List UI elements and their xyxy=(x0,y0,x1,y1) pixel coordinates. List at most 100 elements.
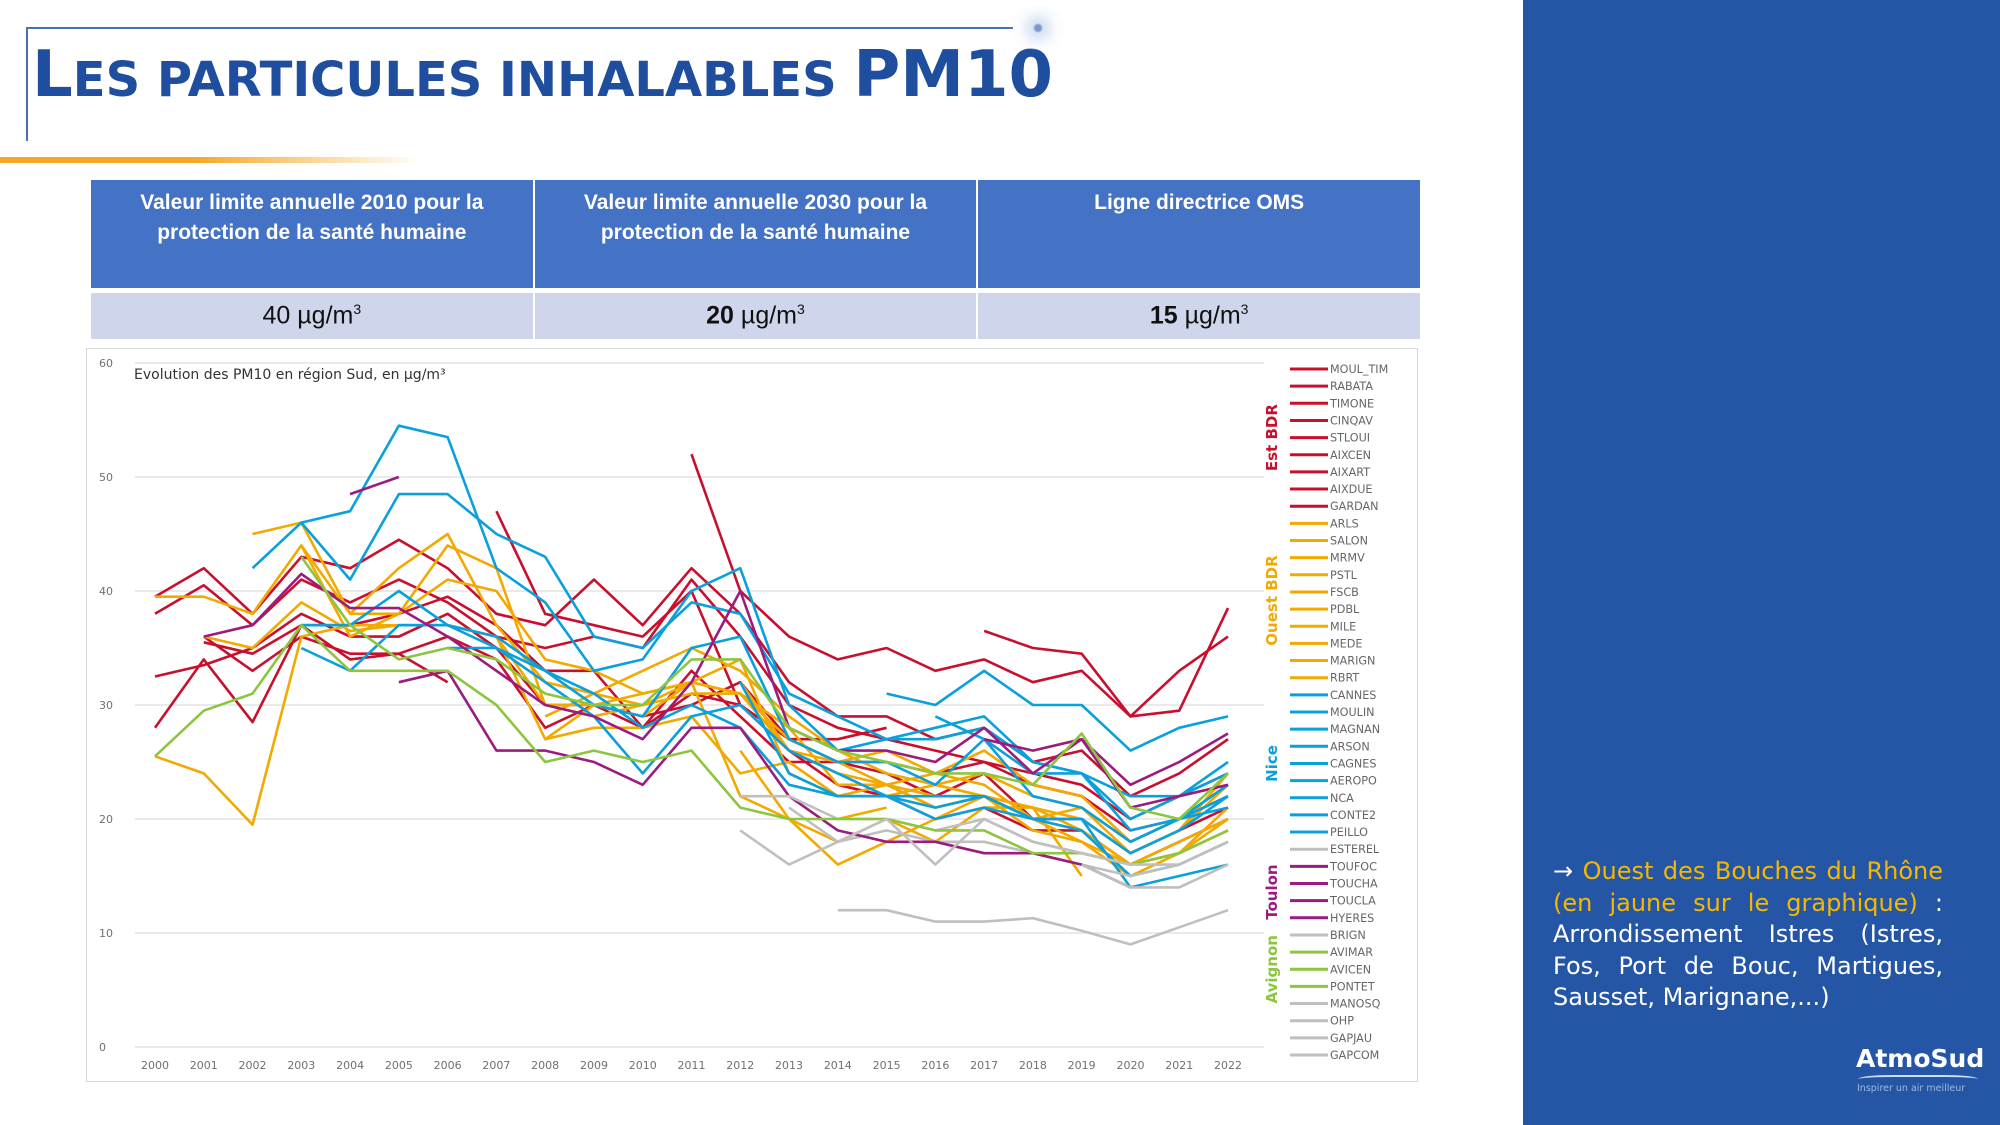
limit-header-2010: Valeur limite annuelle 2010 pour la prot… xyxy=(91,180,533,293)
x-tick-label: 2014 xyxy=(824,1059,852,1072)
limit-value-2010: 40 µg/m3 xyxy=(91,293,533,339)
series-line-fscb xyxy=(300,544,1229,855)
y-tick-label: 0 xyxy=(99,1041,106,1054)
legend-label: AVIMAR xyxy=(1330,946,1373,959)
value-unit: µg/m xyxy=(1177,301,1241,330)
legend-label: AIXCEN xyxy=(1330,449,1371,462)
x-tick-label: 2019 xyxy=(1068,1059,1096,1072)
legend-label: AIXART xyxy=(1330,466,1370,479)
decorative-dot-icon xyxy=(1010,6,1066,50)
legend-label: TIMONE xyxy=(1329,397,1374,410)
value-unit: µg/m xyxy=(290,301,354,330)
x-tick-label: 2007 xyxy=(482,1059,510,1072)
legend-label: RABATA xyxy=(1330,380,1373,393)
x-tick-label: 2015 xyxy=(873,1059,901,1072)
side-panel xyxy=(1523,0,2000,1125)
limit-header-2030: Valeur limite annuelle 2030 pour la prot… xyxy=(534,180,977,293)
legend-label: AEROPO xyxy=(1330,775,1377,788)
series-line-cinqav xyxy=(154,578,1229,821)
x-tick-label: 2009 xyxy=(580,1059,608,1072)
legend-label: PONTET xyxy=(1330,980,1375,993)
legend-label: CAGNES xyxy=(1330,757,1376,770)
legend-label: PSTL xyxy=(1330,569,1358,582)
x-tick-label: 2013 xyxy=(775,1059,803,1072)
y-tick-label: 40 xyxy=(99,585,113,598)
legend-label: MANOSQ xyxy=(1330,998,1381,1011)
series-line-moul_tim xyxy=(983,607,1230,718)
title-smallcaps: ES PARTICULES INHALABLES xyxy=(72,52,854,108)
x-tick-label: 2012 xyxy=(726,1059,754,1072)
legend-group-label: Toulon xyxy=(1263,864,1281,919)
legend-label: NCA xyxy=(1330,792,1354,805)
x-tick-label: 2003 xyxy=(287,1059,315,1072)
legend-group-label: Nice xyxy=(1263,745,1281,782)
x-tick-label: 2008 xyxy=(531,1059,559,1072)
logo-wave-icon xyxy=(1858,1075,1978,1083)
legend-label: MEDE xyxy=(1330,637,1362,650)
legend-label: STLOUI xyxy=(1330,432,1370,445)
x-tick-label: 2021 xyxy=(1165,1059,1193,1072)
y-tick-label: 20 xyxy=(99,813,113,826)
x-tick-label: 2016 xyxy=(921,1059,949,1072)
chart-container: 0 10 20 30 40 50 60 2000 2001 2002 2003 2004 2005 200… xyxy=(86,348,1418,1082)
x-tick-label: 2018 xyxy=(1019,1059,1047,1072)
limit-value-2030: 20 µg/m3 xyxy=(534,293,977,339)
y-tick-label: 10 xyxy=(99,927,113,940)
x-tick-label: 2017 xyxy=(970,1059,998,1072)
series-line-hyeres xyxy=(983,737,1229,809)
legend-label: TOUFOC xyxy=(1329,860,1377,873)
series-line-toucha xyxy=(349,475,400,496)
legend-label: BRIGN xyxy=(1330,929,1366,942)
y-tick-label: 30 xyxy=(99,699,113,712)
series-line-marign xyxy=(837,806,887,821)
legend-label: MRMV xyxy=(1330,552,1365,565)
value-number: 40 xyxy=(262,301,291,330)
limits-table: Valeur limite annuelle 2010 pour la prot… xyxy=(89,180,1422,339)
logo-tagline: Inspirer un air meilleur xyxy=(1857,1083,1966,1094)
page-title: LES PARTICULES INHALABLES PM10 xyxy=(32,38,1053,112)
x-tick-label: 2011 xyxy=(678,1059,706,1072)
value-number: 15 xyxy=(1149,301,1178,330)
value-unit: µg/m xyxy=(733,301,797,330)
atmosud-logo: AtmoSud xyxy=(1856,1044,1985,1073)
series-line-moulin xyxy=(251,424,1229,821)
series-line-conte2 xyxy=(739,681,1229,855)
legend-group-label: Avignon xyxy=(1263,935,1281,1003)
series-line-ohp xyxy=(837,908,1229,946)
x-tick-label: 2006 xyxy=(434,1059,462,1072)
chart-title: Evolution des PM10 en région Sud, en µg/… xyxy=(134,367,446,383)
x-tick-label: 2005 xyxy=(385,1059,413,1072)
arrow-right-icon: → xyxy=(1553,857,1574,885)
legend-label: GAPCOM xyxy=(1330,1049,1379,1062)
legend-label: ARSON xyxy=(1330,740,1370,753)
legend-label: PDBL xyxy=(1330,603,1360,616)
title-tail: PM10 xyxy=(853,38,1054,112)
legend-label: GARDAN xyxy=(1330,500,1379,513)
limits-value-row: 40 µg/m3 20 µg/m3 15 µg/m3 xyxy=(91,293,1420,339)
x-tick-label: 2000 xyxy=(141,1059,169,1072)
series-line-toucla xyxy=(398,669,1132,889)
value-exp: 3 xyxy=(797,301,805,318)
x-tick-label: 2004 xyxy=(336,1059,364,1072)
series-line-avimar xyxy=(154,623,1229,866)
x-tick-label: 2010 xyxy=(629,1059,657,1072)
title-initial: L xyxy=(32,38,73,112)
y-tick-label: 60 xyxy=(99,357,113,370)
y-tick-label: 50 xyxy=(99,471,113,484)
side-colon: : xyxy=(1917,888,1943,917)
legend-label: SALON xyxy=(1330,535,1368,548)
legend-label: AIXDUE xyxy=(1330,483,1373,496)
legend-label: CONTE2 xyxy=(1330,809,1376,822)
limit-value-oms: 15 µg/m3 xyxy=(978,293,1420,339)
legend-label: OHP xyxy=(1330,1015,1354,1028)
legend-label: HYERES xyxy=(1330,912,1374,925)
series-line-mile xyxy=(544,680,1083,877)
series-line-arson xyxy=(886,669,1229,752)
legend-label: MAGNAN xyxy=(1330,723,1380,736)
side-panel-text: → Ouest des Bouches du Rhône (en jaune s… xyxy=(1553,856,1943,1014)
legend-label: GAPJAU xyxy=(1330,1032,1372,1045)
side-highlight: Ouest des Bouches du Rhône (en jaune sur… xyxy=(1553,857,1943,917)
value-exp: 3 xyxy=(353,301,362,318)
legend-group-label: Ouest BDR xyxy=(1263,555,1281,646)
series-line-cagnes xyxy=(301,589,1229,844)
